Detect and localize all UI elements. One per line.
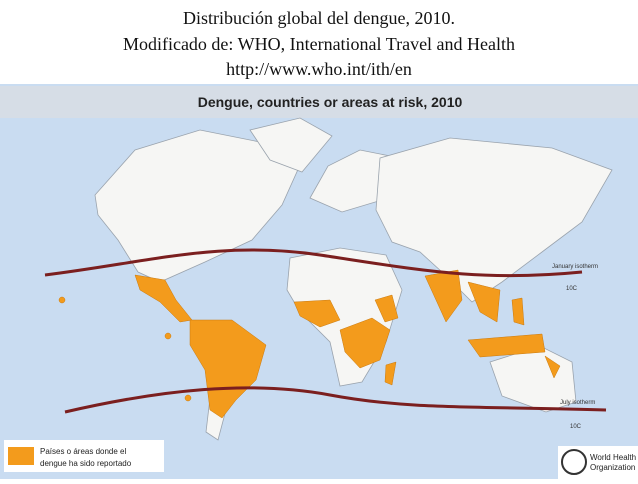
caption-line: Distribución global del dengue, 2010. bbox=[183, 8, 455, 28]
map-title: Dengue, countries or areas at risk, 2010 bbox=[198, 94, 463, 110]
july-isotherm bbox=[64, 386, 607, 414]
map-title-bar bbox=[0, 86, 638, 118]
january-isotherm bbox=[44, 248, 583, 278]
isotherm-label: January isotherm bbox=[552, 264, 598, 270]
legend-text: Países o áreas donde el bbox=[40, 447, 127, 456]
caption-line: http://www.who.int/ith/en bbox=[226, 59, 412, 79]
legend-text: dengue ha sido reportado bbox=[40, 459, 132, 468]
land bbox=[94, 117, 613, 441]
isotherm-label: July isotherm bbox=[560, 400, 595, 406]
risk-areas bbox=[58, 269, 561, 419]
logo-text: Organization bbox=[590, 463, 635, 472]
isotherm-temp: 10C bbox=[570, 424, 582, 430]
caption-line: Modificado de: WHO, International Travel… bbox=[123, 34, 515, 54]
isotherm-temp: 10C bbox=[566, 286, 578, 292]
logo-text: World Health bbox=[590, 453, 636, 462]
logo-emblem bbox=[561, 449, 587, 475]
legend-swatch bbox=[8, 447, 34, 465]
